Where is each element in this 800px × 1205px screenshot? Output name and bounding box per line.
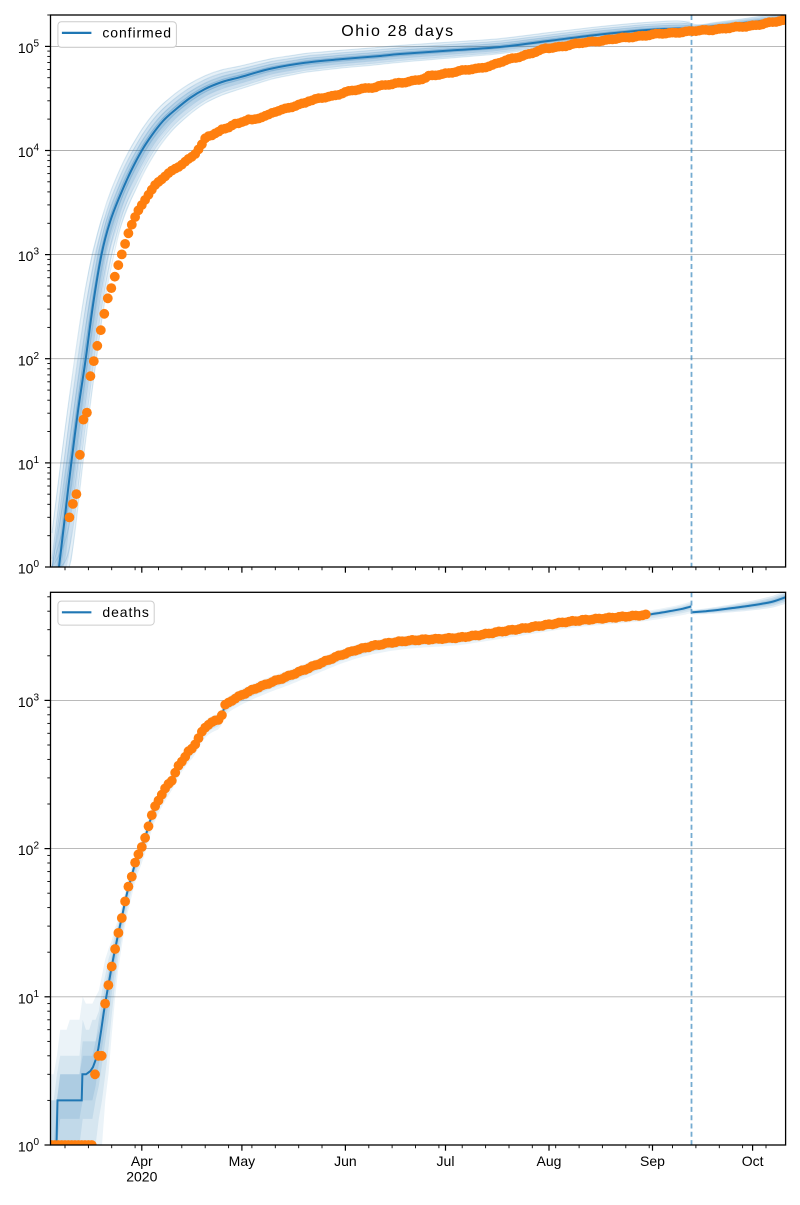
svg-text:confirmed: confirmed <box>102 25 172 41</box>
svg-text:May: May <box>229 1153 255 1169</box>
svg-text:Oct: Oct <box>742 1153 764 1169</box>
svg-text:Jun: Jun <box>334 1153 357 1169</box>
svg-text:deaths: deaths <box>102 604 149 620</box>
svg-text:2020: 2020 <box>126 1169 157 1185</box>
svg-text:Apr: Apr <box>131 1153 153 1169</box>
svg-text:Sep: Sep <box>640 1153 665 1169</box>
svg-text:Aug: Aug <box>537 1153 562 1169</box>
svg-text:Ohio 28 days: Ohio 28 days <box>341 23 454 40</box>
svg-text:Jul: Jul <box>437 1153 455 1169</box>
